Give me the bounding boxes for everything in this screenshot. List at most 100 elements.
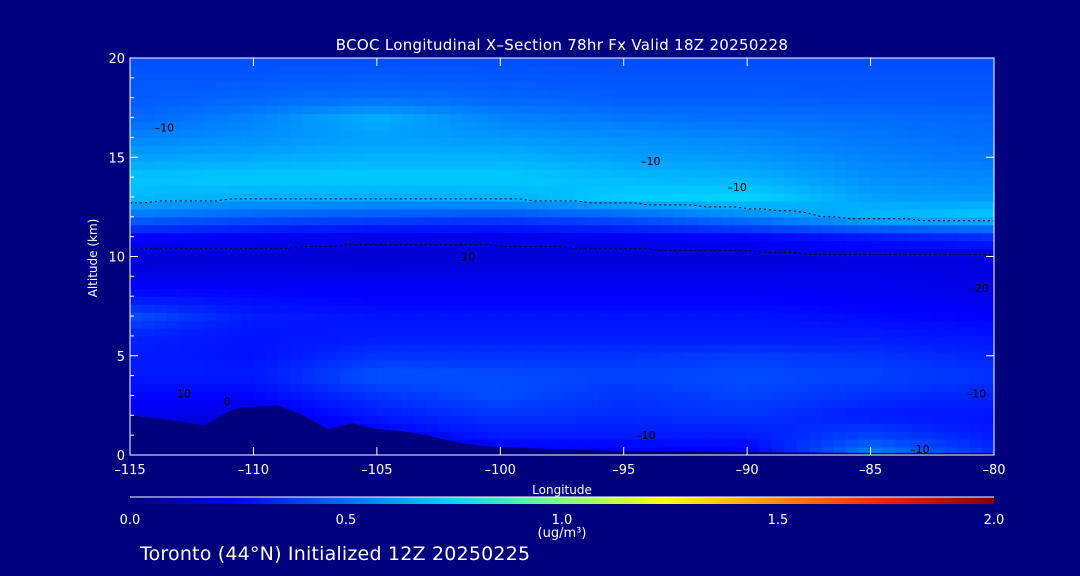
field-cell: [130, 185, 143, 194]
field-cell: [228, 105, 242, 115]
field-cell: [771, 192, 785, 202]
y-tick-label: 0: [117, 449, 125, 464]
field-cell: [352, 105, 366, 115]
field-cell: [956, 447, 970, 455]
field-cell: [808, 423, 822, 432]
field-cell: [253, 97, 267, 107]
field-cell: [376, 185, 390, 194]
field-cell: [845, 312, 859, 321]
contour-label: –10: [910, 443, 930, 456]
field-cell: [710, 153, 724, 162]
field-cell: [562, 232, 575, 242]
field-cell: [154, 73, 168, 83]
field-cell: [315, 335, 329, 345]
field-cell: [438, 208, 452, 218]
field-cell: [932, 200, 946, 210]
field-cell: [944, 439, 958, 448]
field-cell: [895, 256, 909, 266]
field-cell: [833, 335, 847, 345]
field-cell: [722, 177, 736, 186]
field-cell: [623, 320, 637, 329]
field-cell: [389, 129, 403, 138]
field-cell: [524, 391, 538, 401]
field-cell: [315, 65, 329, 75]
field-cell: [426, 113, 440, 123]
field-cell: [759, 320, 773, 329]
field-cell: [759, 280, 773, 289]
field-cell: [882, 65, 896, 75]
field-cell: [771, 81, 785, 91]
field-cell: [956, 145, 970, 154]
field-cell: [722, 423, 736, 432]
field-cell: [463, 73, 477, 83]
field-cell: [710, 383, 724, 393]
field-cell: [734, 65, 748, 75]
field-cell: [290, 320, 304, 329]
field-cell: [796, 423, 810, 432]
field-cell: [759, 359, 773, 369]
field-cell: [944, 73, 958, 83]
field-cell: [463, 351, 477, 361]
field-cell: [463, 89, 477, 99]
field-cell: [130, 73, 143, 83]
field-cell: [919, 200, 933, 210]
field-cell: [475, 280, 489, 289]
field-cell: [315, 415, 329, 424]
field-cell: [907, 383, 921, 393]
concentration-field: [130, 58, 994, 455]
field-cell: [438, 58, 452, 67]
field-cell: [981, 145, 994, 154]
field-cell: [660, 129, 674, 138]
field-cell: [537, 240, 551, 250]
field-cell: [611, 240, 625, 250]
field-cell: [487, 145, 501, 154]
field-cell: [179, 145, 193, 154]
field-cell: [907, 224, 921, 234]
field-cell: [315, 153, 329, 162]
field-cell: [142, 224, 156, 234]
field-cell: [586, 248, 600, 258]
field-cell: [191, 359, 205, 369]
field-cell: [487, 335, 501, 345]
field-cell: [833, 113, 847, 123]
field-cell: [204, 327, 217, 337]
field-cell: [771, 399, 785, 408]
field-cell: [290, 248, 304, 258]
field-cell: [426, 320, 440, 329]
field-cell: [944, 232, 958, 242]
field-cell: [611, 256, 625, 266]
field-cell: [648, 232, 662, 242]
field-cell: [438, 320, 452, 329]
field-cell: [710, 343, 724, 353]
field-cell: [463, 232, 477, 242]
field-cell: [919, 169, 933, 178]
field-cell: [759, 447, 773, 455]
field-cell: [401, 335, 415, 345]
field-cell: [944, 153, 958, 162]
field-cell: [413, 351, 427, 361]
field-cell: [771, 200, 785, 210]
field-cell: [475, 89, 489, 99]
field-cell: [660, 65, 674, 75]
field-cell: [870, 58, 884, 67]
field-cell: [734, 280, 748, 289]
field-cell: [747, 73, 761, 83]
field-cell: [537, 121, 551, 131]
field-cell: [253, 272, 267, 281]
field-cell: [352, 367, 366, 377]
field-cell: [808, 89, 822, 99]
field-cell: [463, 97, 477, 107]
field-cell: [944, 431, 958, 440]
field-cell: [475, 359, 489, 369]
field-cell: [685, 359, 699, 369]
field-cell: [167, 296, 180, 305]
field-cell: [648, 89, 662, 99]
field-cell: [956, 256, 970, 266]
field-cell: [549, 224, 563, 234]
field-cell: [228, 240, 242, 250]
field-cell: [401, 145, 415, 154]
field-cell: [142, 288, 156, 297]
field-cell: [673, 264, 687, 273]
field-cell: [130, 359, 143, 369]
field-cell: [574, 73, 588, 83]
